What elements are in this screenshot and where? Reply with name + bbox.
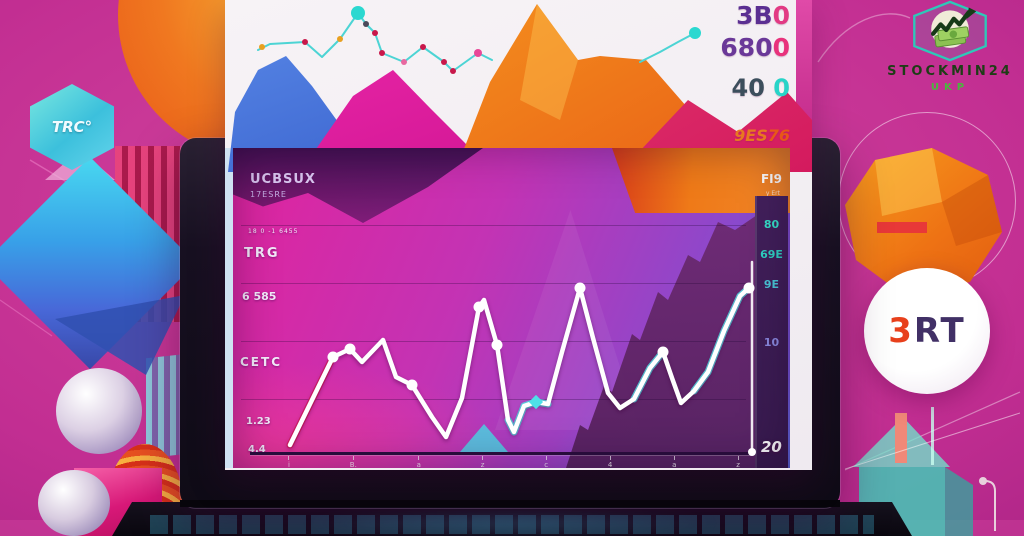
screen-header-title: UCBSUX bbox=[250, 172, 316, 187]
left-axis-label: CETC bbox=[240, 355, 282, 369]
x-tick-label: a bbox=[672, 456, 676, 468]
circle-badge-text: RT bbox=[913, 311, 966, 351]
brand-logo: STOCKMIN24 UKP bbox=[880, 0, 1020, 108]
logo-money-icon bbox=[913, 0, 987, 62]
x-tick-label: a bbox=[417, 456, 421, 468]
corner-value: 20 bbox=[761, 438, 782, 456]
keyboard-glow bbox=[300, 512, 720, 534]
laptop-keys bbox=[150, 515, 874, 534]
stats-panel: 3B0 6800 40 0 9ES76 bbox=[698, 0, 794, 152]
stat-main: 40 bbox=[731, 74, 774, 102]
x-tick-label: 4 bbox=[608, 456, 612, 468]
gridline bbox=[241, 225, 746, 226]
stat-main: 9ES bbox=[734, 126, 768, 145]
circle-badge-text-accent: 3 bbox=[888, 311, 914, 351]
stat-accent: 0 bbox=[773, 74, 790, 102]
stat-main: 680 bbox=[720, 33, 773, 62]
fig-label: FI9 bbox=[760, 172, 782, 186]
card-edge-left bbox=[225, 148, 233, 468]
laptop-hinge bbox=[180, 500, 840, 507]
stat-value: 9ES76 bbox=[734, 126, 790, 145]
x-tick-label: c bbox=[544, 456, 548, 468]
left-axis-label: 6 585 bbox=[242, 290, 277, 303]
right-axis-label: 10 bbox=[763, 336, 780, 349]
x-tick-label: z bbox=[736, 456, 740, 468]
screen-header-subtitle: 17ESRE bbox=[250, 190, 287, 199]
x-axis-ticks: i B. a z c 4 a z bbox=[288, 456, 740, 468]
white-circle-badge: 3 RT bbox=[864, 268, 990, 394]
stat-accent: 0 bbox=[772, 33, 790, 62]
stat-value: 3B0 bbox=[736, 1, 790, 30]
left-axis-label: 18 0 -1 6455 bbox=[248, 228, 299, 235]
screen-chart-panel: UCBSUX 17ESRE FI9 y Ert 80 69E 9E 10 18 … bbox=[233, 148, 790, 468]
left-axis-label: 1.23 bbox=[246, 416, 271, 427]
stat-main: 3B bbox=[736, 1, 773, 30]
x-tick-label: z bbox=[481, 456, 484, 468]
left-axis-label: TRG bbox=[244, 246, 280, 261]
x-axis-line bbox=[250, 452, 752, 455]
stat-accent: 0 bbox=[772, 1, 790, 30]
logo-subtitle: UKP bbox=[930, 82, 970, 93]
stat-accent: 76 bbox=[767, 126, 790, 145]
right-axis-strip: 80 69E 9E 10 bbox=[755, 196, 788, 468]
stat-value: 40 0 bbox=[732, 74, 790, 102]
sphere-small bbox=[38, 470, 110, 536]
x-tick-label: i bbox=[288, 456, 290, 468]
x-tick-label: B. bbox=[350, 456, 357, 468]
stat-value: 6800 bbox=[720, 33, 790, 62]
right-axis-label: 9E bbox=[763, 278, 780, 291]
right-axis-label: 69E bbox=[760, 248, 783, 261]
right-axis-label: 80 bbox=[763, 218, 780, 231]
sphere-large bbox=[56, 368, 142, 454]
gem-red-bar bbox=[877, 222, 927, 233]
screen-vignette bbox=[233, 148, 790, 468]
logo-title: STOCKMIN24 bbox=[887, 64, 1013, 79]
fig-sublabel: y Ert bbox=[765, 190, 780, 197]
gridline bbox=[241, 283, 746, 284]
left-axis-label: 4.4 bbox=[248, 444, 266, 455]
hexagon-label: TRC° bbox=[51, 118, 93, 136]
